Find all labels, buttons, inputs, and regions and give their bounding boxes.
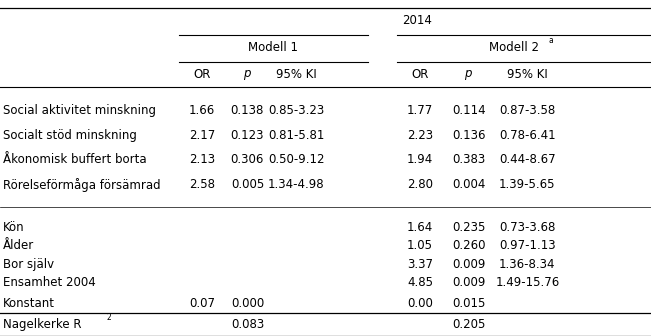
Text: Nagelkerke R: Nagelkerke R: [3, 318, 82, 331]
Text: 1.77: 1.77: [407, 104, 433, 117]
Text: 0.009: 0.009: [452, 276, 486, 289]
Text: 0.260: 0.260: [452, 240, 486, 252]
Text: OR: OR: [193, 68, 210, 81]
Text: 1.39-5.65: 1.39-5.65: [499, 178, 555, 191]
Text: 1.94: 1.94: [407, 154, 433, 166]
Text: 0.114: 0.114: [452, 104, 486, 117]
Text: Rörelseförmåga försämrad: Rörelseförmåga försämrad: [3, 178, 161, 192]
Text: 0.87-3.58: 0.87-3.58: [499, 104, 555, 117]
Text: 2.13: 2.13: [189, 154, 215, 166]
Text: Ensamhet 2004: Ensamhet 2004: [3, 276, 96, 289]
Text: Socialt stöd minskning: Socialt stöd minskning: [3, 129, 137, 141]
Text: 0.07: 0.07: [189, 297, 215, 309]
Text: 0.383: 0.383: [452, 154, 486, 166]
Text: 1.66: 1.66: [189, 104, 215, 117]
Text: Social aktivitet minskning: Social aktivitet minskning: [3, 104, 156, 117]
Text: $p$: $p$: [243, 68, 252, 82]
Text: Modell 1: Modell 1: [249, 41, 298, 54]
Text: Modell 2: Modell 2: [490, 41, 539, 54]
Text: 0.083: 0.083: [230, 318, 264, 331]
Text: 0.85-3.23: 0.85-3.23: [268, 104, 324, 117]
Text: Konstant: Konstant: [3, 297, 55, 309]
Text: 0.136: 0.136: [452, 129, 486, 141]
Text: $p$: $p$: [464, 68, 473, 82]
Text: 0.50-9.12: 0.50-9.12: [268, 154, 324, 166]
Text: 1.36-8.34: 1.36-8.34: [499, 258, 555, 270]
Text: 2.58: 2.58: [189, 178, 215, 191]
Text: Kön: Kön: [3, 221, 25, 234]
Text: 0.73-3.68: 0.73-3.68: [499, 221, 555, 234]
Text: 0.015: 0.015: [452, 297, 486, 309]
Text: 3.37: 3.37: [407, 258, 433, 270]
Text: 2: 2: [106, 313, 111, 322]
Text: 2.23: 2.23: [407, 129, 433, 141]
Text: 4.85: 4.85: [407, 276, 433, 289]
Text: 2014: 2014: [402, 14, 432, 27]
Text: OR: OR: [411, 68, 428, 81]
Text: 95% KI: 95% KI: [507, 68, 547, 81]
Text: 0.78-6.41: 0.78-6.41: [499, 129, 555, 141]
Text: Ålder: Ålder: [3, 240, 35, 252]
Text: Åkonomisk buffert borta: Åkonomisk buffert borta: [3, 154, 147, 166]
Text: 0.81-5.81: 0.81-5.81: [268, 129, 324, 141]
Text: 0.44-8.67: 0.44-8.67: [499, 154, 555, 166]
Text: 0.00: 0.00: [407, 297, 433, 309]
Text: 0.306: 0.306: [230, 154, 264, 166]
Text: 1.34-4.98: 1.34-4.98: [268, 178, 324, 191]
Text: 1.64: 1.64: [407, 221, 433, 234]
Text: Bor själv: Bor själv: [3, 258, 55, 270]
Text: 0.005: 0.005: [230, 178, 264, 191]
Text: 0.000: 0.000: [230, 297, 264, 309]
Text: 2.17: 2.17: [189, 129, 215, 141]
Text: 1.05: 1.05: [407, 240, 433, 252]
Text: 1.49-15.76: 1.49-15.76: [495, 276, 559, 289]
Text: 0.138: 0.138: [230, 104, 264, 117]
Text: 0.205: 0.205: [452, 318, 486, 331]
Text: 95% KI: 95% KI: [276, 68, 316, 81]
Text: 0.009: 0.009: [452, 258, 486, 270]
Text: 0.123: 0.123: [230, 129, 264, 141]
Text: 0.235: 0.235: [452, 221, 486, 234]
Text: 0.97-1.13: 0.97-1.13: [499, 240, 555, 252]
Text: 0.004: 0.004: [452, 178, 486, 191]
Text: 2.80: 2.80: [407, 178, 433, 191]
Text: a: a: [548, 36, 553, 45]
